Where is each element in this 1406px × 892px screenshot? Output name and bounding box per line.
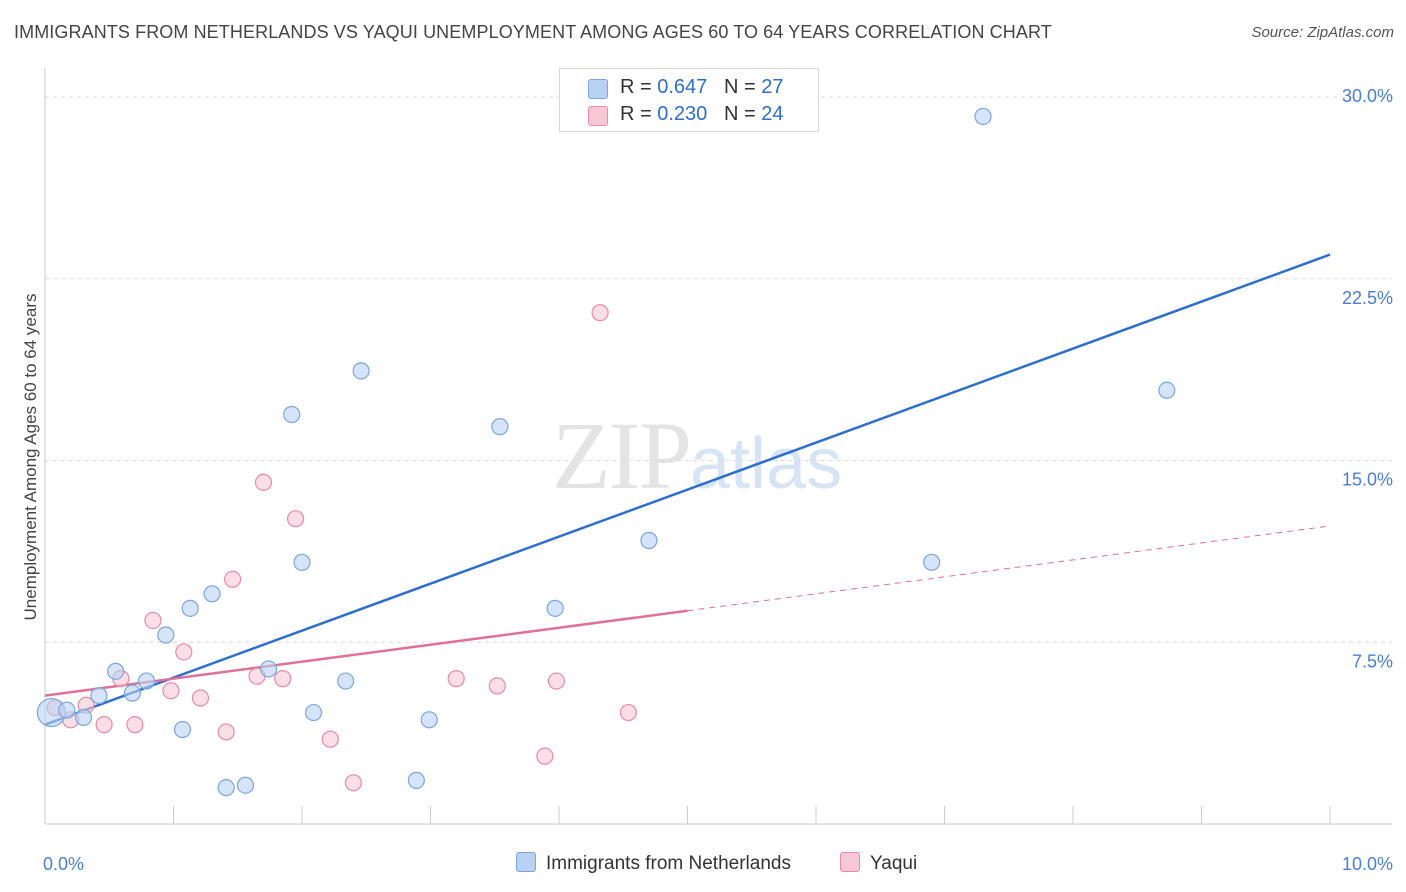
- point-blue: [337, 672, 355, 690]
- y-tick-label: 15.0%: [1342, 470, 1393, 490]
- y-tick-label: 22.5%: [1342, 288, 1393, 308]
- point-blue: [304, 703, 323, 722]
- bottom-legend-label-yaqui: Yaqui: [870, 853, 918, 874]
- grid-lines: [45, 96, 1392, 643]
- point-pink: [286, 510, 305, 528]
- point-pink: [536, 747, 554, 765]
- watermark: ZIPatlas: [552, 400, 842, 511]
- bottom-legend-yaqui: Yaqui: [840, 852, 917, 875]
- point-blue: [283, 405, 301, 424]
- point-pink: [321, 730, 339, 748]
- point-blue: [107, 662, 125, 680]
- y-axis-label: Unemployment Among Ages 60 to 64 years: [21, 294, 40, 621]
- point-pink: [547, 672, 566, 690]
- bottom-legend-swatch-pink: [840, 852, 860, 872]
- point-blue: [491, 418, 509, 436]
- point-blue: [1158, 381, 1176, 399]
- point-blue: [181, 599, 199, 617]
- legend-swatch-blue: [588, 79, 608, 99]
- point-pink: [175, 643, 193, 661]
- point-blue: [259, 660, 278, 678]
- point-pink: [191, 689, 210, 707]
- source-label: Source: ZipAtlas.com: [1251, 24, 1394, 41]
- data-points: [36, 107, 1176, 797]
- point-blue: [923, 553, 941, 571]
- point-blue: [293, 553, 311, 571]
- point-pink: [488, 677, 506, 695]
- legend-text-yaqui: R = 0.230 N = 24: [620, 103, 784, 125]
- point-pink: [224, 570, 242, 588]
- tick-labels: 7.5% 15.0% 22.5% 30.0% 0.0% 10.0%: [43, 86, 1393, 874]
- legend: R = 0.647 N = 27 R = 0.230 N = 24: [559, 68, 819, 132]
- point-pink: [591, 304, 609, 322]
- trend-lines: [44, 253, 1331, 726]
- y-tick-label: 7.5%: [1352, 651, 1393, 671]
- point-blue: [203, 585, 221, 603]
- point-blue: [217, 779, 235, 797]
- bottom-legend-netherlands: Immigrants from Netherlands: [516, 852, 791, 875]
- point-blue: [137, 672, 156, 690]
- bottom-legend-label-netherlands: Immigrants from Netherlands: [546, 853, 791, 874]
- point-blue: [236, 776, 255, 794]
- point-blue: [74, 708, 93, 726]
- point-blue: [974, 107, 992, 126]
- x-tick-label-max: 10.0%: [1342, 854, 1393, 874]
- trend-line-extension-pink: [687, 525, 1331, 612]
- bottom-legend-swatch-blue: [516, 852, 536, 872]
- legend-text-netherlands: R = 0.647 N = 27: [620, 76, 784, 98]
- legend-swatch-pink: [588, 106, 608, 126]
- y-tick-label: 30.0%: [1342, 86, 1393, 106]
- point-blue: [173, 720, 192, 739]
- point-blue: [420, 711, 438, 729]
- point-pink: [619, 703, 637, 722]
- point-pink: [144, 611, 162, 630]
- point-pink: [344, 774, 362, 792]
- point-pink: [217, 723, 235, 741]
- trend-line-blue: [44, 253, 1331, 726]
- point-pink: [254, 473, 273, 491]
- point-blue: [407, 771, 425, 789]
- point-blue: [58, 701, 76, 719]
- point-pink: [162, 682, 180, 700]
- point-blue: [90, 686, 108, 705]
- point-pink: [95, 716, 113, 734]
- chart-title: IMMIGRANTS FROM NETHERLANDS VS YAQUI UNE…: [14, 22, 1052, 42]
- point-pink: [447, 670, 465, 688]
- point-pink: [126, 716, 144, 734]
- axes: [44, 68, 1392, 825]
- point-pink: [274, 670, 292, 688]
- point-blue: [640, 531, 658, 550]
- point-blue: [546, 599, 564, 617]
- watermark-atlas: atlas: [690, 424, 843, 504]
- point-blue: [157, 626, 175, 644]
- x-tick-label-min: 0.0%: [43, 854, 84, 874]
- point-blue: [123, 684, 141, 702]
- point-blue: [352, 362, 370, 380]
- watermark-zip: ZIP: [552, 402, 692, 509]
